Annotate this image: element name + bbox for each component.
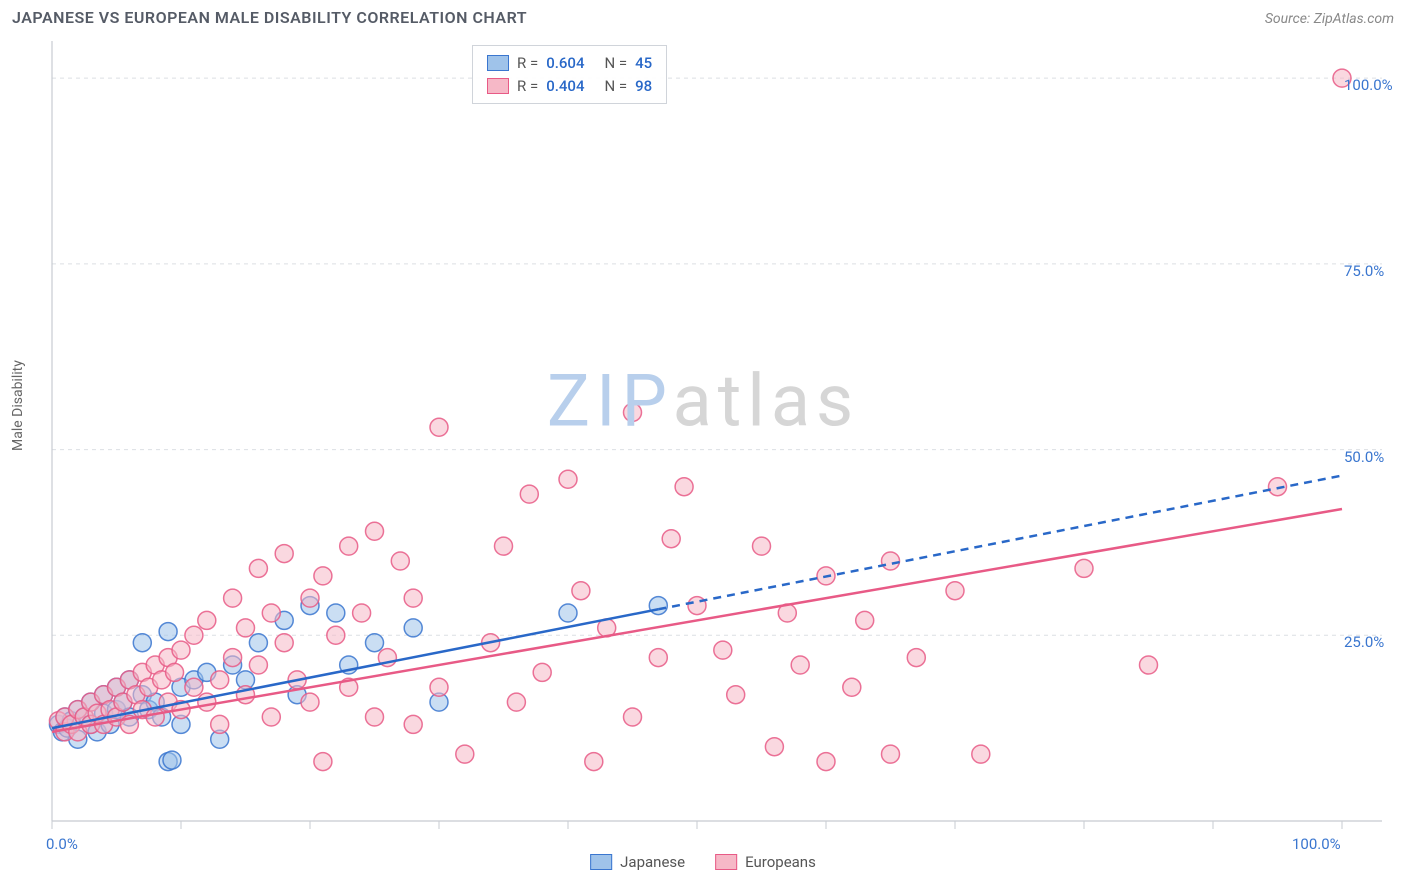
legend-swatch bbox=[715, 854, 737, 870]
correlation-legend: R = 0.604 N = 45 R = 0.404 N = 98 bbox=[472, 45, 667, 104]
chart-title: JAPANESE VS EUROPEAN MALE DISABILITY COR… bbox=[12, 8, 527, 27]
x-axis-tick-label: 0.0% bbox=[46, 835, 78, 853]
legend-swatch bbox=[487, 78, 509, 94]
x-axis-tick-label: 100.0% bbox=[1292, 835, 1341, 853]
series-legend-item: Europeans bbox=[715, 853, 816, 871]
legend-n-value: 98 bbox=[635, 75, 652, 98]
y-axis-tick-label: 75.0% bbox=[1344, 262, 1384, 280]
legend-row: R = 0.404 N = 98 bbox=[487, 75, 652, 98]
series-legend-label: Japanese bbox=[620, 853, 685, 871]
legend-swatch bbox=[590, 854, 612, 870]
series-legend-item: Japanese bbox=[590, 853, 685, 871]
legend-swatch bbox=[487, 55, 509, 71]
scatter-chart bbox=[12, 31, 1394, 871]
legend-r-value: 0.604 bbox=[546, 52, 584, 75]
y-axis-tick-label: 50.0% bbox=[1344, 448, 1384, 466]
source-attribution: Source: ZipAtlas.com bbox=[1265, 11, 1394, 27]
y-axis-tick-label: 25.0% bbox=[1344, 633, 1384, 651]
legend-row: R = 0.604 N = 45 bbox=[487, 52, 652, 75]
chart-container: Male Disability ZIPatlas R = 0.604N = 45… bbox=[12, 31, 1394, 871]
series-legend-label: Europeans bbox=[745, 853, 816, 871]
y-axis-label: Male Disability bbox=[10, 360, 26, 451]
legend-r-label: R = bbox=[517, 52, 538, 75]
series-legend: Japanese Europeans bbox=[590, 853, 816, 871]
legend-r-label: R = bbox=[517, 75, 538, 98]
header: JAPANESE VS EUROPEAN MALE DISABILITY COR… bbox=[12, 8, 1394, 27]
legend-n-label: N = bbox=[604, 52, 627, 75]
legend-n-value: 45 bbox=[635, 52, 652, 75]
legend-r-value: 0.404 bbox=[546, 75, 584, 98]
legend-n-label: N = bbox=[604, 75, 627, 98]
y-axis-tick-label: 100.0% bbox=[1344, 76, 1393, 94]
